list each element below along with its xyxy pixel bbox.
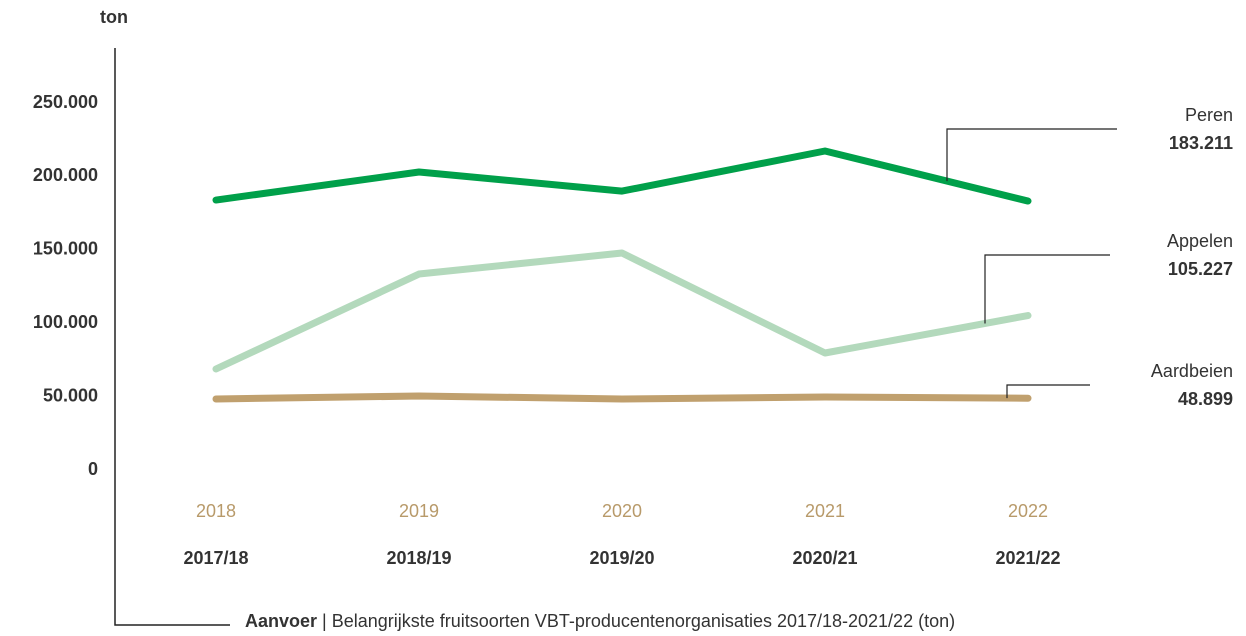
leader-line	[946, 128, 1117, 182]
leader-line	[1006, 384, 1090, 399]
y-tick-label: 50.000	[43, 385, 98, 405]
season-label: 2018/19	[386, 548, 451, 568]
value-label: 48.899	[1178, 389, 1233, 409]
caption: Aanvoer | Belangrijkste fruitsoorten VBT…	[245, 611, 955, 631]
x-tick-label: 2021	[805, 501, 845, 521]
season-label: 2017/18	[183, 548, 248, 568]
axis-frame	[114, 48, 230, 626]
series-line	[212, 147, 1032, 205]
series-line	[212, 392, 1032, 403]
leader-line	[984, 254, 1110, 324]
season-label: 2019/20	[589, 548, 654, 568]
caption-text: | Belangrijkste fruitsoorten VBT-produce…	[317, 611, 955, 631]
value-label: 105.227	[1168, 259, 1233, 279]
series-name: Appelen	[1167, 231, 1233, 251]
y-tick-label: 100.000	[33, 312, 98, 332]
y-tick-label: 0	[88, 459, 98, 479]
y-tick-label: 150.000	[33, 239, 98, 259]
series-name: Aardbeien	[1151, 361, 1233, 381]
season-label: 2021/22	[995, 548, 1060, 568]
series-name: Peren	[1185, 105, 1233, 125]
x-tick-label: 2019	[399, 501, 439, 521]
caption-bold: Aanvoer	[245, 611, 317, 631]
y-axis-label: ton	[100, 7, 128, 27]
series-line	[212, 249, 1032, 373]
x-tick-label: 2022	[1008, 501, 1048, 521]
value-label: 183.211	[1169, 133, 1233, 153]
y-tick-label: 200.000	[33, 165, 98, 185]
x-tick-label: 2018	[196, 501, 236, 521]
x-tick-label: 2020	[602, 501, 642, 521]
season-label: 2020/21	[792, 548, 857, 568]
y-tick-label: 250.000	[33, 92, 98, 112]
